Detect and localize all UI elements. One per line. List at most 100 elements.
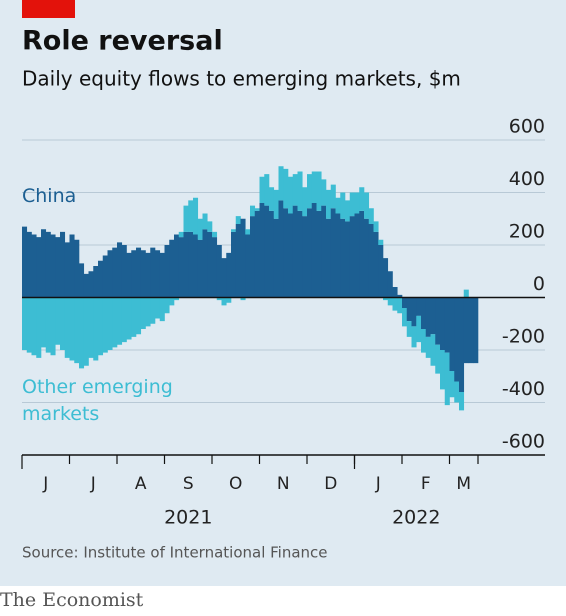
- bar: [288, 176, 294, 214]
- bar: [402, 308, 408, 327]
- bar: [345, 221, 351, 298]
- bar: [31, 234, 37, 298]
- bar: [107, 297, 113, 350]
- bar: [102, 297, 108, 353]
- bar: [297, 171, 303, 211]
- bar: [349, 192, 355, 217]
- bar: [430, 297, 436, 335]
- source: Source: Institute of International Finan…: [22, 544, 328, 562]
- bar: [297, 210, 303, 298]
- bar: [117, 297, 123, 345]
- bar: [226, 297, 232, 303]
- bar: [283, 208, 289, 298]
- bar: [368, 224, 374, 298]
- chart-title: Role reversal: [22, 26, 223, 57]
- bar: [354, 192, 360, 214]
- y-tick-label: 200: [509, 221, 545, 243]
- bar: [421, 329, 427, 353]
- bar: [411, 297, 417, 327]
- bar: [459, 297, 465, 392]
- bar: [98, 260, 104, 298]
- x-tick-label: A: [135, 474, 147, 494]
- bar: [311, 171, 317, 203]
- bar: [207, 231, 213, 298]
- bar: [140, 250, 146, 298]
- bar: [136, 247, 142, 298]
- bar: [359, 187, 365, 211]
- bar: [216, 297, 222, 301]
- bar: [316, 210, 322, 298]
- bar: [449, 371, 455, 398]
- x-tick-label: D: [324, 474, 337, 494]
- bar: [311, 203, 317, 298]
- bar: [150, 297, 156, 324]
- bar: [140, 297, 146, 329]
- bar: [174, 297, 180, 301]
- bar: [269, 210, 275, 298]
- bar: [88, 297, 94, 358]
- bar: [240, 218, 246, 298]
- bar: [159, 252, 165, 298]
- bar: [340, 192, 346, 219]
- bar: [60, 231, 66, 298]
- bar: [254, 210, 260, 298]
- bar: [155, 250, 161, 298]
- bar: [164, 297, 170, 314]
- bar: [364, 192, 370, 219]
- bar: [463, 297, 469, 364]
- bar: [440, 297, 446, 350]
- bar: [145, 252, 151, 298]
- bar: [79, 263, 85, 298]
- bar: [387, 297, 393, 306]
- bar: [221, 297, 227, 306]
- bar: [231, 229, 237, 232]
- bar: [269, 187, 275, 211]
- x-tick-label: F: [421, 474, 431, 494]
- bar: [340, 218, 346, 298]
- bar: [383, 258, 389, 298]
- bar: [254, 208, 260, 211]
- y-tick-label: -400: [502, 378, 545, 400]
- bar: [250, 216, 256, 298]
- bar: [278, 200, 284, 298]
- bar: [64, 242, 70, 298]
- bar: [335, 213, 341, 298]
- bar: [69, 234, 75, 298]
- bar: [216, 245, 222, 298]
- bar: [416, 297, 422, 316]
- bar: [50, 234, 56, 298]
- bar: [349, 216, 355, 298]
- bar: [316, 171, 322, 211]
- bar: [155, 297, 161, 319]
- bar: [378, 239, 384, 245]
- bar: [64, 297, 70, 358]
- bar: [321, 205, 327, 298]
- bar: [387, 271, 393, 298]
- y-tick-label: 400: [509, 168, 545, 190]
- bar: [454, 297, 460, 382]
- bar: [240, 297, 246, 301]
- bar: [178, 231, 184, 238]
- bar: [121, 297, 127, 343]
- bar: [188, 200, 194, 232]
- bar: [425, 297, 431, 337]
- bar: [359, 210, 365, 298]
- bar: [145, 297, 151, 327]
- bar: [463, 289, 469, 298]
- bar: [202, 213, 208, 230]
- bar: [406, 321, 412, 337]
- bar: [55, 237, 61, 298]
- bar: [468, 297, 474, 364]
- bar: [435, 297, 441, 345]
- bar: [473, 297, 479, 364]
- bar: [326, 218, 332, 298]
- bar: [397, 297, 403, 314]
- bar: [302, 187, 308, 217]
- bar: [321, 179, 327, 206]
- bar: [307, 208, 313, 298]
- chart-subtitle: Daily equity flows to emerging markets, …: [22, 67, 461, 91]
- bar: [273, 189, 279, 219]
- bar: [392, 287, 398, 298]
- bar: [335, 197, 341, 214]
- bar: [392, 297, 398, 311]
